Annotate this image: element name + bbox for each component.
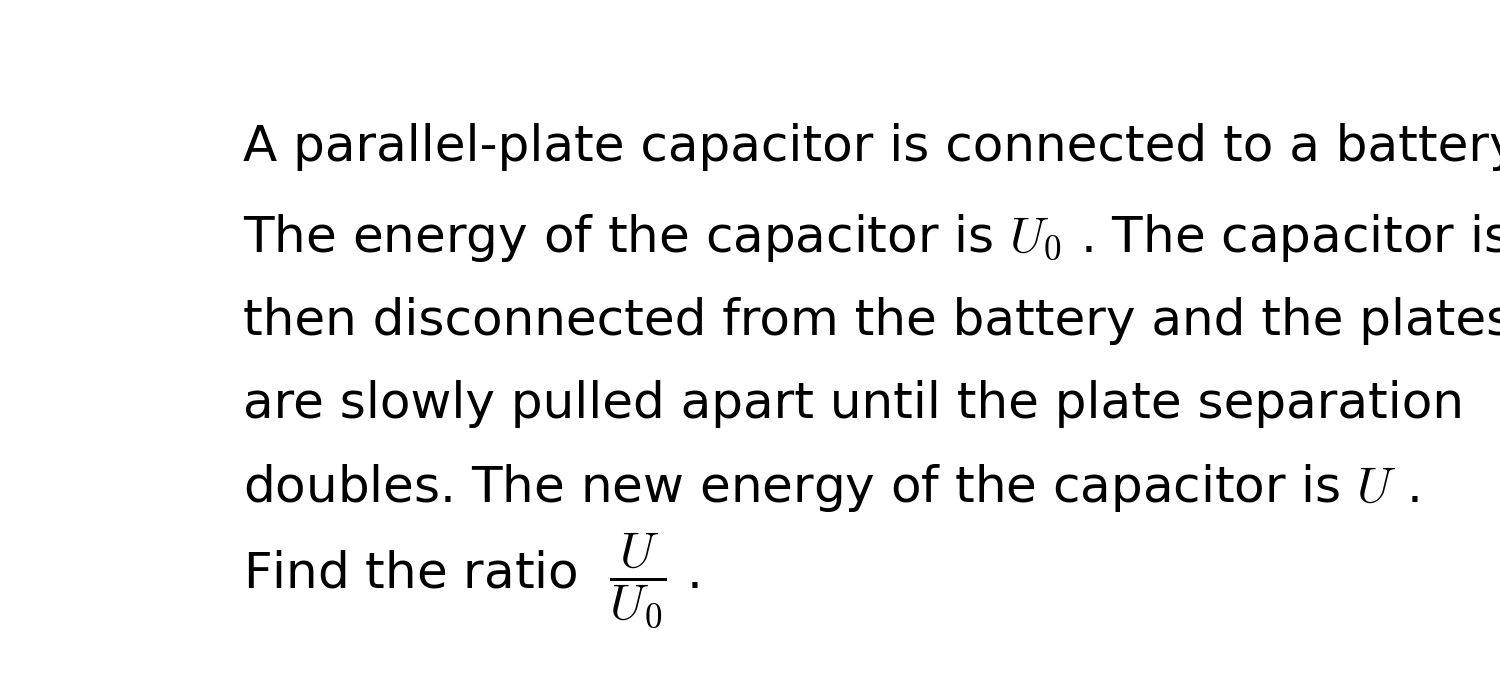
Text: are slowly pulled apart until the plate separation: are slowly pulled apart until the plate … [243, 381, 1464, 429]
Text: then disconnected from the battery and the plates: then disconnected from the battery and t… [243, 297, 1500, 345]
Text: Find the ratio  $\dfrac{\mathit{U}}{\mathit{U}_0}$ .: Find the ratio $\dfrac{\mathit{U}}{\math… [243, 530, 699, 629]
Text: The energy of the capacitor is $\mathit{U}_0$ . The capacitor is: The energy of the capacitor is $\mathit{… [243, 212, 1500, 264]
Text: doubles. The new energy of the capacitor is $\mathit{U}$ .: doubles. The new energy of the capacitor… [243, 461, 1419, 514]
Text: A parallel-plate capacitor is connected to a battery.: A parallel-plate capacitor is connected … [243, 123, 1500, 171]
